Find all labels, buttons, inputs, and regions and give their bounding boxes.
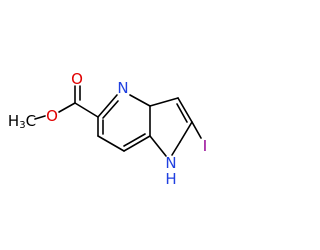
bond	[171, 141, 181, 156]
methyl-c: C	[26, 112, 36, 130]
bond	[149, 97, 179, 107]
bond	[149, 135, 167, 157]
pyrrole-nitrogen: N	[165, 154, 176, 172]
bond	[177, 97, 193, 123]
molecule-diagram: H3C O O N N H I	[8, 70, 207, 188]
bond	[102, 100, 119, 119]
bond	[34, 115, 46, 120]
bond	[58, 102, 76, 113]
bonds	[34, 85, 202, 157]
methyl-h: H	[8, 112, 19, 130]
bond	[129, 94, 151, 107]
pyridine-nitrogen: N	[117, 79, 128, 97]
bond	[176, 103, 188, 123]
methyl-label: H3C	[8, 112, 36, 131]
bond	[74, 102, 99, 118]
bond	[179, 121, 193, 143]
carbonyl-oxygen: O	[71, 70, 83, 88]
bond	[123, 135, 151, 152]
atom-labels: H3C O O N N H I	[8, 70, 207, 188]
pyrrole-hydrogen: H	[165, 170, 176, 188]
bond	[97, 94, 118, 118]
methyl-subscript: 3	[19, 120, 25, 131]
ester-oxygen: O	[46, 107, 58, 125]
bond	[123, 133, 146, 147]
iodine: I	[203, 137, 207, 155]
bond	[191, 121, 202, 139]
bond	[97, 135, 125, 152]
